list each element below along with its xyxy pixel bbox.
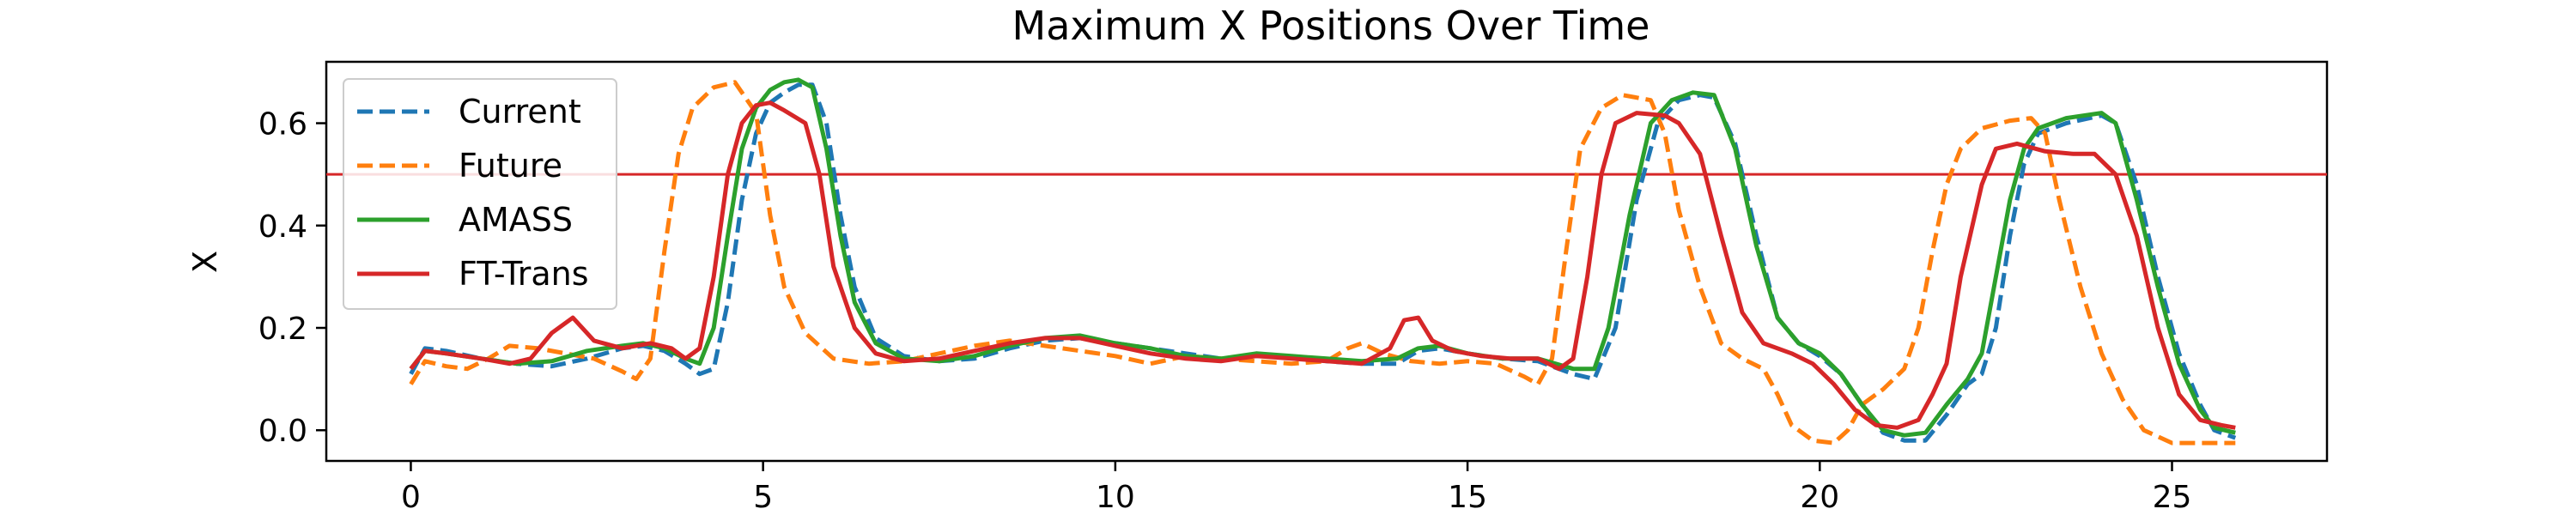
legend-label-current: Current — [459, 93, 581, 130]
chart-title: Maximum X Positions Over Time — [1012, 3, 1650, 49]
series-group — [409, 77, 2237, 445]
y-axis-ticks: 0.0 0.2 0.4 0.6 — [258, 107, 326, 449]
y-tick-label-1: 0.2 — [258, 312, 307, 347]
x-tick-label-25: 25 — [2153, 480, 2192, 515]
legend: Current Future AMASS FT-Trans — [343, 78, 617, 310]
x-tick-label-15: 15 — [1448, 480, 1487, 515]
y-tick-label-3: 0.6 — [258, 107, 307, 142]
y-tick-label-2: 0.4 — [258, 209, 307, 245]
legend-label-future: Future — [459, 147, 562, 185]
x-tick-label-20: 20 — [1800, 480, 1839, 515]
legend-label-amass: AMASS — [459, 201, 573, 239]
x-tick-label-0: 0 — [401, 480, 421, 515]
legend-label-ft-trans: FT-Trans — [459, 255, 589, 293]
series-line-amass — [409, 77, 2236, 438]
series-line-future — [409, 80, 2236, 445]
series-line-current — [409, 82, 2237, 443]
y-tick-label-0: 0.0 — [258, 414, 307, 449]
plot-area-frame — [325, 60, 2329, 463]
x-tick-label-5: 5 — [753, 480, 773, 515]
legend-box — [343, 78, 617, 310]
series-line-ft-trans — [409, 100, 2236, 430]
x-tick-label-10: 10 — [1096, 480, 1135, 515]
y-axis-label: X — [186, 251, 224, 273]
x-axis-ticks: 0 5 10 15 20 25 — [401, 461, 2191, 515]
